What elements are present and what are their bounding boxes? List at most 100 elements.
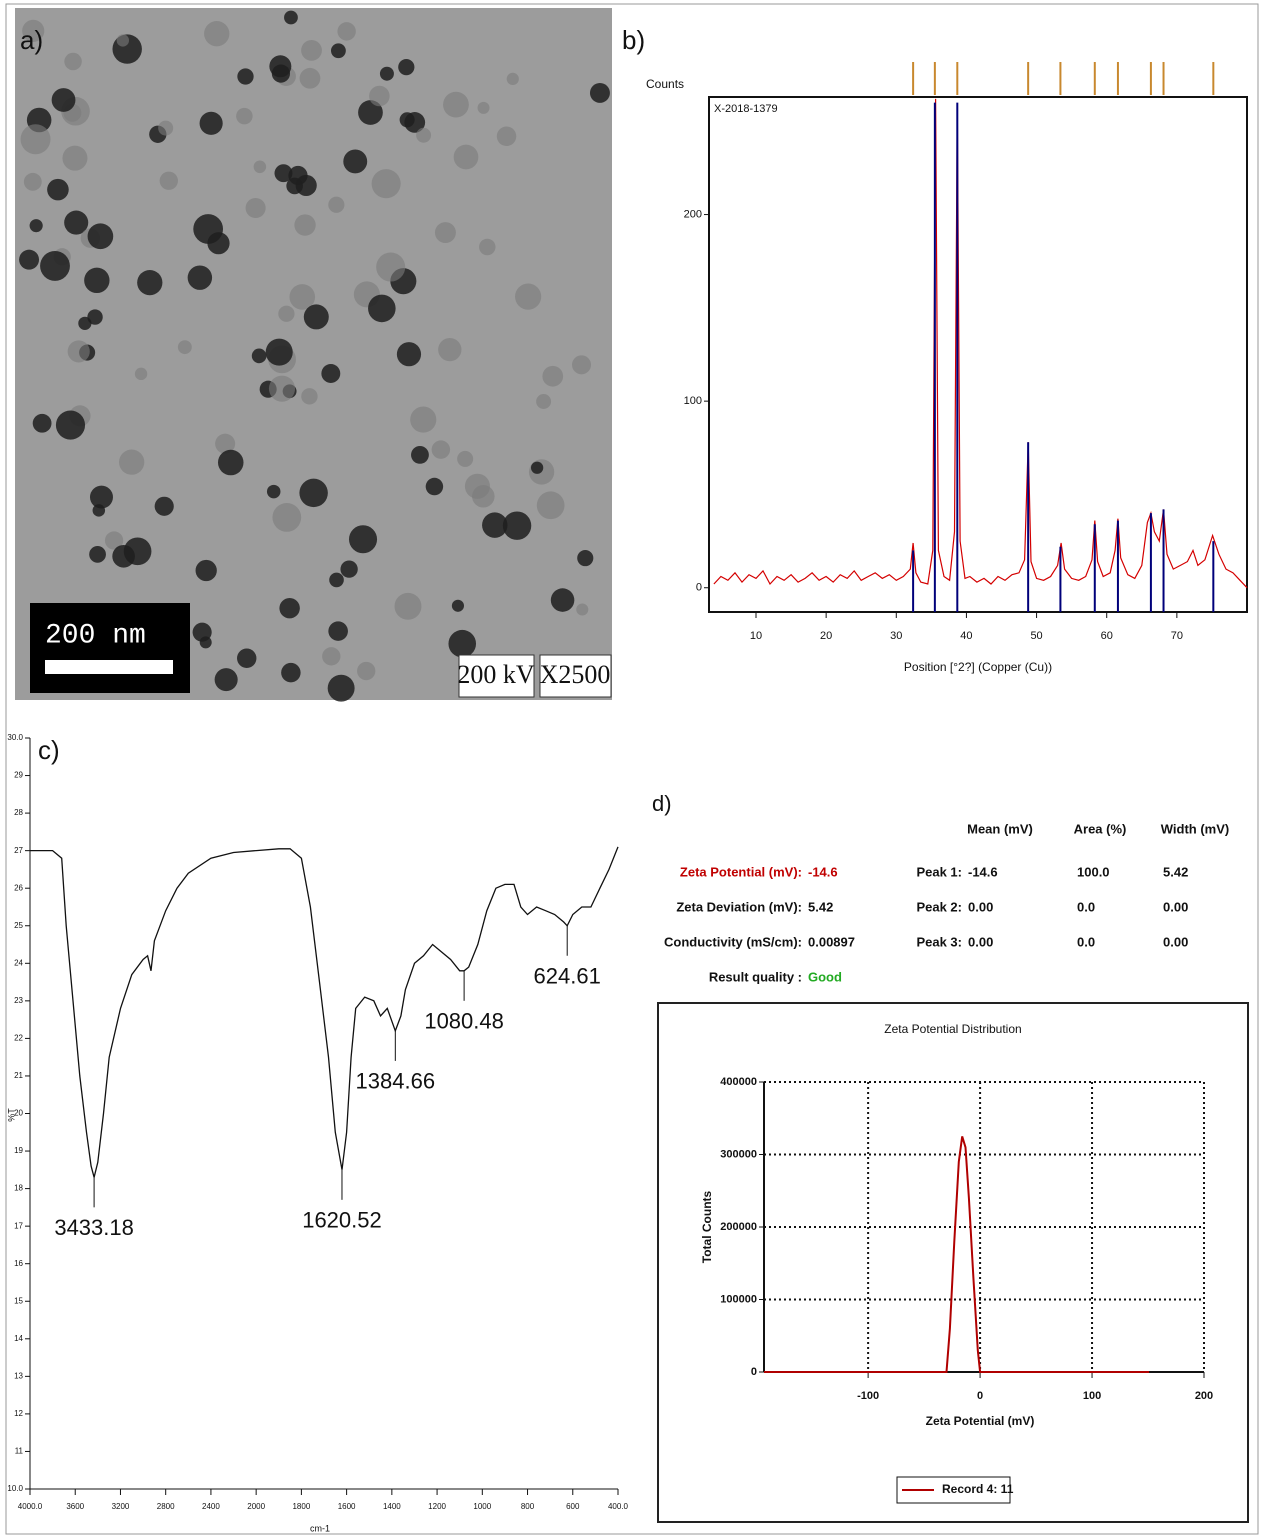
y-tick-label: 17	[14, 1221, 23, 1230]
peak-label: 1620.52	[302, 1208, 382, 1233]
column-header: Area (%)	[1074, 821, 1127, 836]
magnification: X2500	[540, 660, 611, 689]
particle	[90, 485, 113, 509]
panel-label: c)	[38, 735, 60, 765]
x-tick-label: 3200	[112, 1502, 130, 1511]
y-tick-label: 10.0	[7, 1484, 23, 1493]
x-tick-label: 1800	[292, 1502, 310, 1511]
x-tick-label: 60	[1101, 630, 1113, 642]
peak-name: Peak 3:	[916, 934, 962, 949]
summary-value: 0.00897	[808, 934, 855, 949]
particle	[137, 269, 163, 296]
y-axis-label: Total Counts	[700, 1190, 714, 1263]
particle	[425, 477, 444, 496]
x-tick-label: 600	[566, 1502, 580, 1511]
particle	[289, 284, 316, 310]
particle	[301, 388, 318, 405]
summary-label: Zeta Deviation (mV):	[676, 899, 802, 914]
particle	[236, 107, 253, 125]
particle	[64, 52, 82, 71]
particle	[399, 112, 415, 128]
y-tick-label: 27	[14, 846, 23, 855]
particle	[357, 661, 376, 681]
scale-text: 200 nm	[45, 620, 146, 651]
peak-value: 0.0	[1077, 934, 1095, 949]
peak-value: 0.00	[968, 934, 993, 949]
particle	[158, 120, 174, 136]
y-tick-label: 30.0	[7, 733, 23, 742]
peak-value: 0.0	[1077, 899, 1095, 914]
particle	[89, 546, 106, 563]
tem-image	[15, 8, 612, 700]
peak-value: 100.0	[1077, 864, 1110, 879]
x-axis-label: cm-1	[310, 1523, 330, 1533]
peak-name: Peak 2:	[916, 899, 962, 914]
scale-bar	[45, 660, 173, 674]
x-tick-label: 3600	[66, 1502, 84, 1511]
y-tick-label: 23	[14, 996, 23, 1005]
particle	[195, 559, 217, 582]
particle	[371, 169, 401, 199]
particle	[215, 433, 236, 454]
peak-label: 1080.48	[424, 1009, 504, 1034]
peak-label: 1384.66	[356, 1069, 436, 1094]
particle	[271, 64, 291, 83]
particle	[29, 219, 43, 233]
particle	[411, 445, 429, 464]
particle	[20, 124, 51, 155]
y-tick-label: 200000	[720, 1221, 757, 1233]
x-tick-label: -100	[857, 1390, 879, 1402]
plot-frame	[708, 96, 1248, 613]
voltage: 200 kV	[457, 660, 535, 689]
panel-label: b)	[622, 25, 645, 55]
y-tick-label: 15	[14, 1296, 23, 1305]
panel-label: a)	[20, 25, 43, 55]
peak-label: 3433.18	[54, 1215, 134, 1240]
particle	[281, 662, 301, 683]
data-line	[764, 1136, 1150, 1373]
x-tick-label: 2800	[157, 1502, 175, 1511]
particle	[253, 160, 267, 174]
particle	[47, 178, 69, 201]
particle	[396, 342, 422, 367]
label-box	[458, 654, 535, 698]
particle	[104, 531, 124, 550]
x-tick-label: 1000	[473, 1502, 491, 1511]
particle	[278, 305, 295, 322]
x-axis-label: Position [°2?] (Copper (Cu))	[904, 660, 1052, 674]
particle	[515, 283, 542, 310]
particle	[328, 196, 345, 213]
particle	[337, 22, 356, 41]
x-axis-label: Zeta Potential (mV)	[926, 1414, 1035, 1428]
particle	[506, 72, 519, 86]
x-tick-label: 100	[1083, 1390, 1101, 1402]
particle	[438, 337, 462, 362]
particle	[376, 252, 406, 282]
y-tick-label: 19	[14, 1146, 23, 1155]
x-tick-label: 30	[890, 630, 902, 642]
particle	[589, 82, 610, 103]
particle	[204, 21, 230, 47]
summary-value: -14.6	[808, 864, 838, 879]
x-tick-label: 10	[750, 630, 762, 642]
particle	[87, 223, 114, 250]
y-tick-label: 24	[14, 958, 23, 967]
particle	[217, 449, 244, 476]
particle	[343, 149, 368, 174]
scale-box	[30, 603, 190, 693]
x-tick-label: 800	[521, 1502, 535, 1511]
panel-label: d)	[652, 791, 672, 816]
particle	[193, 214, 224, 244]
particle	[272, 503, 302, 532]
particle	[477, 101, 490, 114]
particle	[394, 592, 422, 620]
particle	[457, 450, 474, 467]
particle	[87, 309, 103, 325]
chart-title: Zeta Potential Distribution	[884, 1022, 1021, 1036]
y-tick-label: 21	[14, 1071, 23, 1080]
particle	[453, 144, 479, 170]
y-tick-label: 100000	[720, 1293, 757, 1305]
y-tick-label: 25	[14, 921, 23, 930]
y-tick-label: 0	[751, 1366, 757, 1378]
y-tick-label: 28	[14, 808, 23, 817]
